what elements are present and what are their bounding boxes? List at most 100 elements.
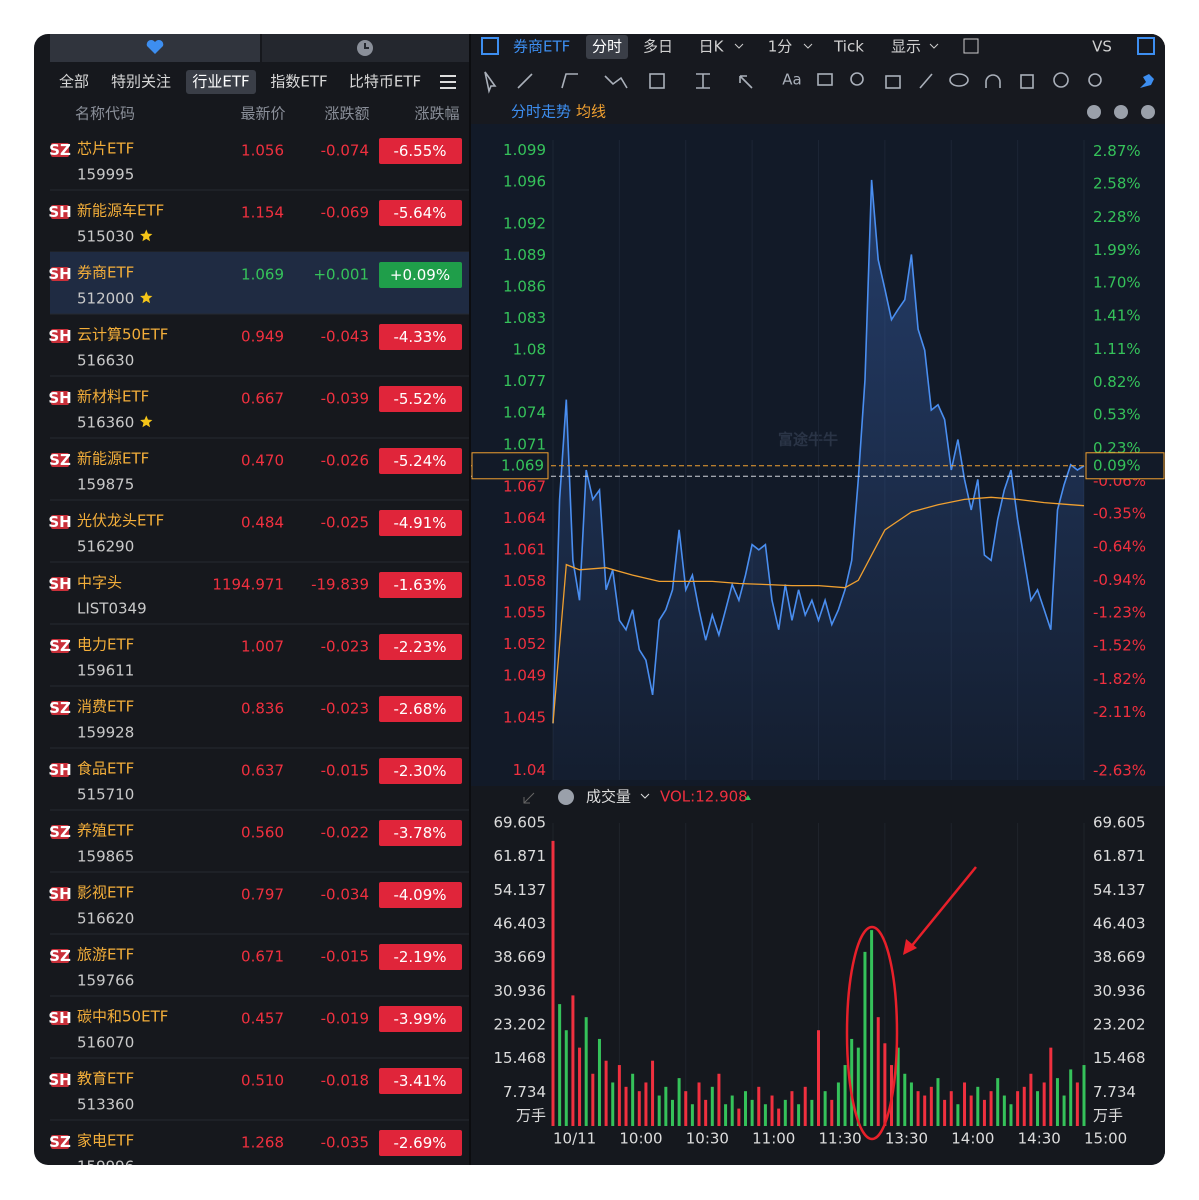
tab[interactable]: 特别关注	[111, 73, 171, 91]
volume-bar	[690, 1104, 694, 1126]
period-button[interactable]: VS	[1092, 38, 1112, 56]
price-change: -0.015	[321, 762, 369, 780]
sync-tool[interactable]	[1053, 72, 1069, 88]
tab[interactable]: 全部	[59, 73, 89, 91]
volume-bar	[604, 1060, 608, 1126]
security-name[interactable]: 旅游ETF	[77, 946, 134, 964]
pen-tool[interactable]	[919, 73, 933, 89]
measure-tool[interactable]	[696, 73, 710, 89]
line-tool[interactable]	[517, 73, 533, 89]
period-button[interactable]: 日K	[699, 38, 725, 56]
security-code: 516630	[77, 352, 134, 370]
change-pct-box	[379, 386, 462, 412]
period-button[interactable]: 1分	[768, 38, 793, 56]
wave-tool[interactable]	[604, 75, 628, 89]
y-tick-label: 1.061	[503, 540, 546, 558]
security-name[interactable]: 养殖ETF	[77, 822, 134, 840]
layout-icon[interactable]	[481, 37, 499, 55]
y2-tick-label: 15.468	[1093, 1049, 1146, 1067]
y2-tick-label: -2.63%	[1093, 761, 1146, 779]
security-name[interactable]: 电力ETF	[77, 636, 134, 654]
volume-bar	[704, 1099, 708, 1126]
tab[interactable]: 指数ETF	[270, 73, 327, 91]
menu-icon[interactable]	[440, 75, 456, 89]
volume-bar	[597, 1038, 601, 1126]
active-button-bg	[586, 35, 628, 59]
period-button[interactable]: 分时	[592, 38, 622, 56]
cursor-tool[interactable]	[484, 71, 497, 94]
security-name[interactable]: 影视ETF	[77, 884, 134, 902]
last-price: 0.470	[241, 452, 284, 470]
exchange-tag: SH	[48, 203, 71, 221]
security-name[interactable]: 家电ETF	[77, 1132, 134, 1150]
y-tick-label: 1.096	[503, 173, 546, 191]
security-name[interactable]: 教育ETF	[77, 1070, 134, 1088]
y2-tick-label: -0.94%	[1093, 571, 1146, 589]
security-code: 513360	[77, 1096, 134, 1114]
panel-icon[interactable]	[1137, 37, 1155, 55]
fib-tool[interactable]	[649, 73, 665, 89]
eye-tool[interactable]	[949, 73, 969, 87]
last-price: 0.671	[241, 948, 284, 966]
security-name[interactable]: 新能源ETF	[77, 450, 149, 468]
delete-tool[interactable]	[1020, 74, 1034, 89]
security-name[interactable]: 碳中和50ETF	[77, 1008, 168, 1026]
zoom-out[interactable]	[1114, 105, 1128, 119]
volume-bar	[903, 1073, 907, 1126]
security-name[interactable]: 新能源车ETF	[77, 202, 164, 220]
symbol-name[interactable]: 券商ETF	[513, 38, 570, 56]
note-tool[interactable]	[817, 73, 833, 86]
security-name[interactable]: 芯片ETF	[77, 140, 134, 158]
search-tool[interactable]	[850, 72, 864, 86]
tab[interactable]: 比特币ETF	[349, 73, 421, 91]
security-name[interactable]: 新材料ETF	[77, 388, 149, 406]
tab[interactable]: 行业ETF	[192, 73, 249, 91]
zoom-in[interactable]	[1141, 105, 1155, 119]
period-button[interactable]: Tick	[833, 38, 864, 56]
channel-tool[interactable]	[561, 73, 578, 89]
security-code: 159995	[77, 166, 134, 184]
arrow-tool[interactable]	[739, 75, 753, 89]
volume-bar	[830, 1099, 834, 1126]
pin-icon[interactable]	[1140, 74, 1154, 88]
security-code: 515710	[77, 786, 134, 804]
security-name[interactable]: 光伏龙头ETF	[77, 512, 164, 530]
volume-bar	[803, 1086, 807, 1126]
indicator-name[interactable]: 成交量	[586, 788, 631, 806]
settings-tool[interactable]	[1088, 73, 1102, 87]
magnet-tool[interactable]	[985, 74, 1001, 88]
zoom-reset[interactable]	[1087, 105, 1101, 119]
security-code: 159928	[77, 724, 134, 742]
last-price: 0.560	[241, 824, 284, 842]
volume-bar	[770, 1095, 774, 1126]
period-button[interactable]: 多日	[643, 38, 673, 56]
change-pct-box	[379, 448, 462, 474]
security-code: 159865	[77, 848, 134, 866]
security-name[interactable]: 食品ETF	[77, 760, 134, 778]
checkbox[interactable]	[963, 38, 979, 54]
font-tool[interactable]: Aa	[782, 71, 801, 89]
security-name[interactable]: 消费ETF	[77, 698, 134, 716]
indicator-tool[interactable]	[885, 75, 901, 89]
security-name[interactable]: 云计算50ETF	[77, 326, 168, 344]
expand-icon[interactable]	[523, 792, 535, 804]
security-name[interactable]: 中字头	[77, 574, 122, 592]
security-name[interactable]: 券商ETF	[77, 264, 134, 282]
y-tick-label: 54.137	[494, 881, 547, 899]
change-pct-box	[379, 944, 462, 970]
y-tick-label: 1.092	[503, 215, 546, 233]
close-indicator[interactable]	[558, 789, 574, 805]
price-change: -0.034	[321, 886, 369, 904]
period-button[interactable]: 显示	[891, 38, 921, 56]
security-code: 159766	[77, 972, 134, 990]
last-price: 0.457	[241, 1010, 284, 1028]
watermark: 富途牛牛	[778, 431, 838, 449]
y2-tick-label: -2.11%	[1093, 703, 1146, 721]
exchange-tag-bg	[51, 391, 69, 405]
legend-entry: 分时走势	[511, 103, 571, 121]
change-pct: -4.09%	[393, 886, 446, 904]
change-pct: -4.91%	[393, 514, 446, 532]
volume-bar	[1062, 1095, 1066, 1126]
volume-bar	[1002, 1095, 1006, 1126]
volume-bar	[797, 1104, 801, 1126]
